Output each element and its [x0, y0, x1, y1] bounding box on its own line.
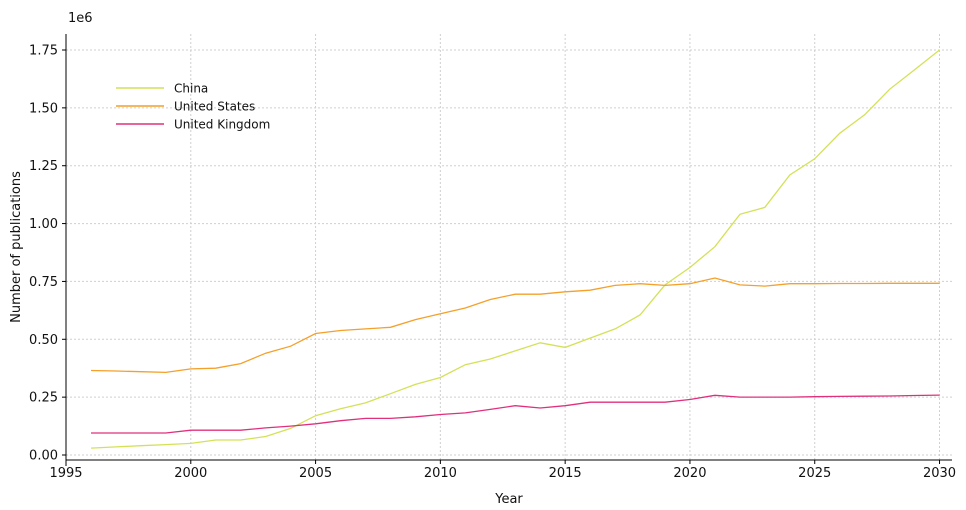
- x-tick-label: 2000: [174, 466, 207, 481]
- x-tick-label: 2015: [549, 466, 582, 481]
- series-line-united-states: [90, 277, 940, 374]
- y-tick-label: 1.75: [29, 44, 58, 59]
- series-lines: [90, 49, 940, 449]
- series-line-united-kingdom: [91, 394, 940, 434]
- y-tick-label: 0.25: [29, 391, 58, 406]
- x-tick-label: 2030: [923, 466, 956, 481]
- x-tick-label: 1995: [49, 466, 82, 481]
- y-offset-label: 1e6: [68, 11, 93, 26]
- y-tick-label: 0.50: [29, 333, 58, 348]
- y-tick-label: 0.75: [29, 275, 58, 290]
- y-tick-label: 0.00: [29, 449, 58, 464]
- legend-entry: United Kingdom: [174, 118, 270, 132]
- x-tick-label: 2020: [673, 466, 706, 481]
- series-line-china: [90, 49, 940, 449]
- x-tick-label: 2010: [424, 466, 457, 481]
- axes: 1995 2000 2005 2010 2015 2020 2025 2030 0.00 0.25…: [29, 34, 956, 481]
- legend: China United States United Kingdom: [116, 82, 270, 132]
- x-tick-label: 2005: [299, 466, 332, 481]
- y-tick-label: 1.50: [29, 101, 58, 116]
- x-tick-label: 2025: [798, 466, 831, 481]
- legend-entry: United States: [174, 100, 255, 114]
- y-tick-label: 1.00: [29, 217, 58, 232]
- y-tick-label: 1.25: [29, 159, 58, 174]
- y-axis-label: Number of publications: [9, 171, 24, 323]
- legend-entry: China: [174, 82, 208, 96]
- x-axis-label: Year: [494, 492, 523, 507]
